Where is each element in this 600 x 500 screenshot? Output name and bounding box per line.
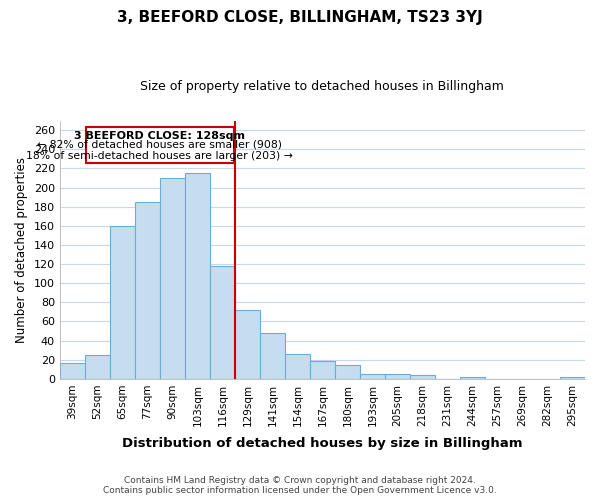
Bar: [160, 178, 185, 379]
Bar: [410, 375, 435, 379]
Text: 3, BEEFORD CLOSE, BILLINGHAM, TS23 3YJ: 3, BEEFORD CLOSE, BILLINGHAM, TS23 3YJ: [117, 10, 483, 25]
X-axis label: Distribution of detached houses by size in Billingham: Distribution of detached houses by size …: [122, 437, 523, 450]
Bar: [260, 333, 285, 379]
Bar: [385, 374, 410, 379]
Bar: [110, 226, 135, 379]
Bar: [335, 364, 360, 379]
Bar: [210, 266, 235, 379]
FancyBboxPatch shape: [86, 128, 233, 162]
Text: 3 BEEFORD CLOSE: 128sqm: 3 BEEFORD CLOSE: 128sqm: [74, 131, 245, 141]
Bar: [135, 202, 160, 379]
Title: Size of property relative to detached houses in Billingham: Size of property relative to detached ho…: [140, 80, 505, 93]
Text: Contains HM Land Registry data © Crown copyright and database right 2024.
Contai: Contains HM Land Registry data © Crown c…: [103, 476, 497, 495]
Text: 18% of semi-detached houses are larger (203) →: 18% of semi-detached houses are larger (…: [26, 150, 293, 160]
Bar: [85, 355, 110, 379]
Bar: [310, 360, 335, 379]
Bar: [460, 377, 485, 379]
Y-axis label: Number of detached properties: Number of detached properties: [15, 156, 28, 342]
Bar: [235, 310, 260, 379]
Bar: [560, 377, 585, 379]
Bar: [285, 354, 310, 379]
Text: ← 82% of detached houses are smaller (908): ← 82% of detached houses are smaller (90…: [37, 140, 283, 150]
Bar: [60, 362, 85, 379]
Bar: [360, 374, 385, 379]
Bar: [185, 173, 210, 379]
